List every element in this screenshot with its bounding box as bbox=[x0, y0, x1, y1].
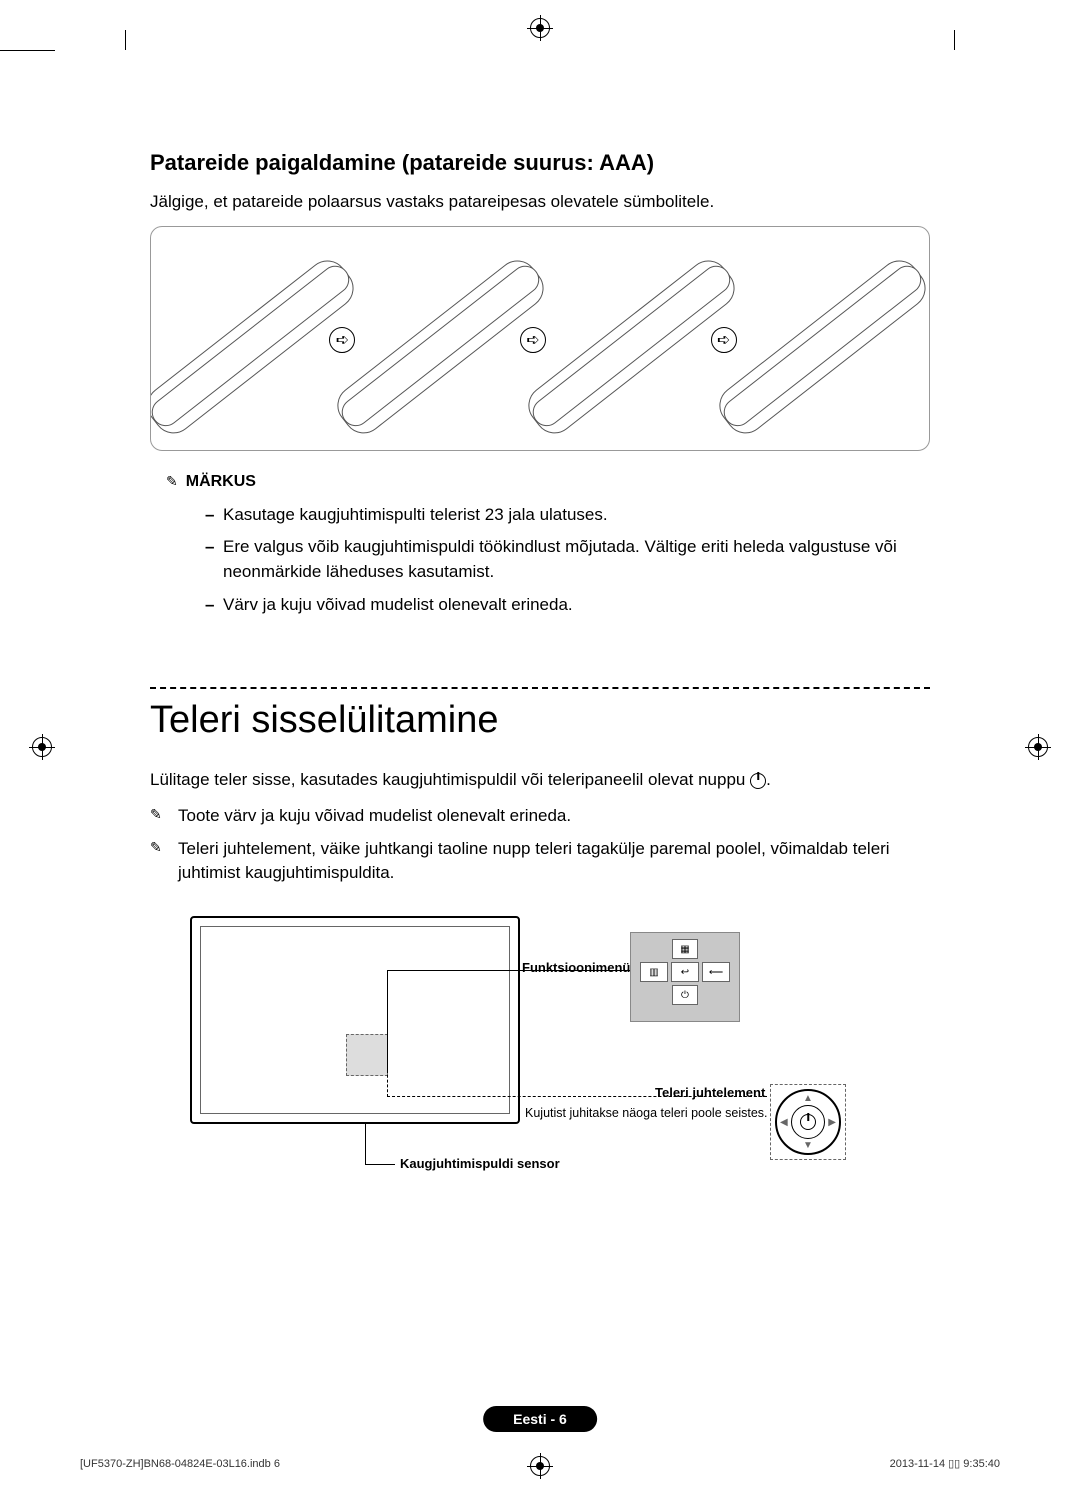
note-label: MÄRKUS bbox=[186, 473, 256, 491]
function-menu-label: Funktsioonimenüü bbox=[522, 960, 638, 975]
crop-mark bbox=[0, 50, 55, 51]
battery-step-4 bbox=[731, 242, 918, 435]
registration-mark bbox=[530, 18, 550, 38]
intro-span: Lülitage teler sisse, kasutades kaugjuht… bbox=[150, 770, 750, 789]
bullet-item: Teleri juhtelement, väike juhtkangi taol… bbox=[150, 837, 930, 886]
registration-mark bbox=[1028, 737, 1048, 757]
registration-mark bbox=[32, 737, 52, 757]
tv-diagram: Funktsioonimenüü ▦ ▥ ↩ ⟵ ⏻ Teleri juhtel… bbox=[190, 916, 890, 1216]
print-info-right: 2013-11-14 ▯▯ 9:35:40 bbox=[890, 1457, 1000, 1470]
bullet-item: Toote värv ja kuju võivad mudelist olene… bbox=[150, 804, 930, 829]
tv-controller-sublabel: Kujutist juhitakse näoga teleri poole se… bbox=[525, 1106, 768, 1120]
section-divider bbox=[150, 687, 930, 689]
tv-frame bbox=[190, 916, 520, 1124]
crop-mark bbox=[954, 30, 955, 50]
function-menu-box: ▦ ▥ ↩ ⟵ ⏻ bbox=[630, 932, 740, 1022]
menu-icon: ⟵ bbox=[702, 962, 730, 982]
leader-line bbox=[387, 970, 388, 1070]
leader-line bbox=[365, 1164, 395, 1165]
note-item: Kasutage kaugjuhtimispulti telerist 23 j… bbox=[205, 503, 930, 528]
battery-step-1: ➪ bbox=[159, 242, 346, 435]
power-icon bbox=[750, 773, 766, 789]
note-header: ✎ MÄRKUS bbox=[166, 473, 930, 491]
menu-icon: ▥ bbox=[640, 962, 668, 982]
power-icon bbox=[800, 1114, 816, 1130]
controller-dial: ▲ ▼ ◀ ▶ bbox=[770, 1084, 846, 1160]
leader-line bbox=[365, 1124, 366, 1164]
battery-step-2: ➪ bbox=[349, 242, 536, 435]
pen-icon: ✎ bbox=[166, 473, 178, 490]
note-item: Värv ja kuju võivad mudelist olenevalt e… bbox=[205, 593, 930, 618]
note-item: Ere valgus võib kaugjuhtimispuldi töökin… bbox=[205, 535, 930, 584]
menu-icon: ▦ bbox=[672, 939, 698, 959]
bullet-list: Toote värv ja kuju võivad mudelist olene… bbox=[150, 804, 930, 886]
page-content: Patareide paigaldamine (patareide suurus… bbox=[150, 150, 930, 1394]
intro-text-2: Lülitage teler sisse, kasutades kaugjuht… bbox=[150, 768, 930, 792]
main-heading: Teleri sisselülitamine bbox=[150, 699, 930, 742]
battery-diagram: ➪ ➪ ➪ bbox=[150, 226, 930, 451]
battery-step-3: ➪ bbox=[540, 242, 727, 435]
tv-controller-label: Teleri juhtelement bbox=[655, 1085, 765, 1100]
intro-text: Jälgige, et patareide polaarsus vastaks … bbox=[150, 190, 930, 214]
crop-mark bbox=[125, 30, 126, 50]
intro-suffix: . bbox=[766, 770, 771, 789]
leader-line bbox=[387, 1070, 388, 1097]
remote-sensor-label: Kaugjuhtimispuldi sensor bbox=[400, 1156, 560, 1171]
menu-icon: ↩ bbox=[671, 962, 699, 982]
note-list: Kasutage kaugjuhtimispulti telerist 23 j… bbox=[150, 503, 930, 618]
page-footer: Eesti - 6 bbox=[483, 1406, 597, 1432]
section-title: Patareide paigaldamine (patareide suurus… bbox=[150, 150, 930, 176]
print-info-left: [UF5370-ZH]BN68-04824E-03L16.indb 6 bbox=[80, 1458, 280, 1470]
tv-chip bbox=[346, 1034, 388, 1076]
registration-mark bbox=[530, 1456, 550, 1476]
power-icon: ⏻ bbox=[672, 985, 698, 1005]
